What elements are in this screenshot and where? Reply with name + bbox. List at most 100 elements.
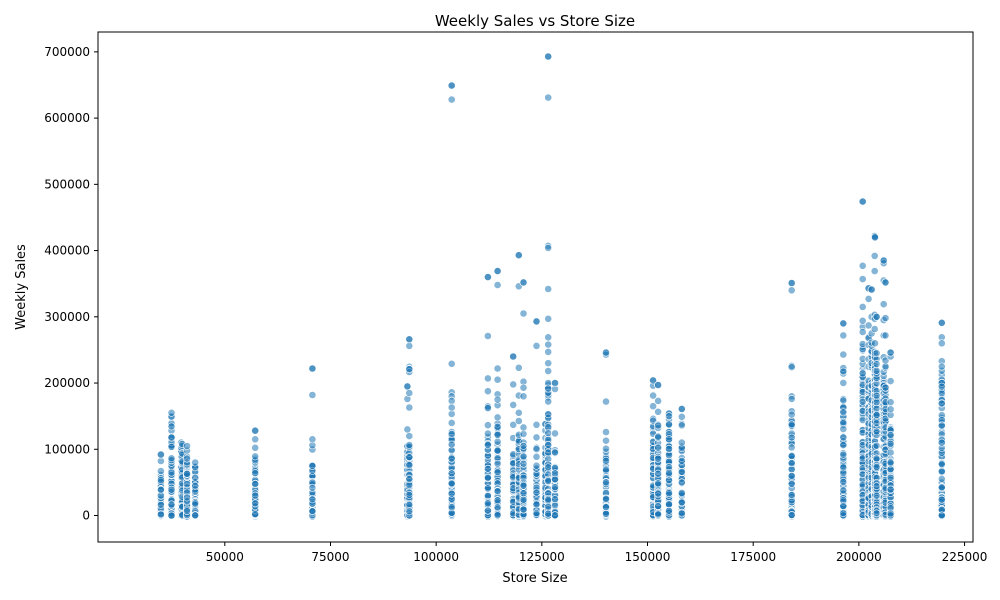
scatter-point: [839, 477, 848, 486]
scatter-point: [544, 477, 553, 485]
scatter-point: [872, 411, 881, 419]
scatter-point: [937, 474, 946, 483]
y-tick-label: 700000: [44, 45, 90, 59]
scatter-point: [519, 495, 528, 504]
scatter-point: [787, 443, 796, 452]
scatter-point: [183, 469, 191, 478]
scatter-point: [544, 347, 553, 356]
scatter-point: [872, 419, 881, 427]
scatter-point: [881, 383, 890, 392]
scatter-point: [886, 448, 895, 457]
scatter-point: [872, 427, 881, 436]
scatter-point: [665, 420, 673, 429]
scatter-point: [544, 340, 553, 349]
scatter-point: [654, 454, 662, 463]
scatter-point: [544, 448, 553, 457]
scatter-point: [405, 341, 414, 350]
scatter-point: [886, 405, 895, 414]
plot-frame: [97, 31, 974, 543]
scatter-point: [483, 374, 492, 383]
scatter-point: [403, 382, 412, 391]
scatter-point: [509, 380, 518, 389]
scatter-point: [839, 425, 848, 433]
scatter-point: [654, 502, 662, 510]
scatter-point: [447, 454, 456, 463]
scatter-point: [937, 511, 946, 520]
scatter-point: [544, 243, 553, 252]
scatter-point: [405, 365, 414, 374]
scatter-point: [872, 482, 881, 491]
scatter-point: [183, 507, 191, 515]
scatter-point: [251, 499, 260, 508]
scatter-point: [872, 398, 881, 407]
scatter-point: [839, 331, 848, 340]
scatter-point: [654, 469, 662, 478]
scatter-point: [544, 410, 553, 419]
scatter-point: [839, 408, 848, 417]
scatter-point: [532, 461, 541, 470]
scatter-point: [858, 261, 867, 270]
scatter-point: [493, 459, 502, 468]
y-tick-label: 600000: [44, 111, 90, 125]
scatter-point: [839, 502, 848, 510]
scatter-point: [493, 446, 502, 455]
scatter-point: [881, 278, 890, 287]
scatter-point: [447, 418, 456, 427]
scatter-point: [551, 429, 559, 438]
scatter-point: [519, 429, 528, 438]
scatter-point: [509, 400, 518, 409]
scatter-point: [405, 335, 414, 344]
scatter-point: [532, 500, 541, 509]
scatter-point: [447, 469, 456, 478]
scatter-point: [447, 489, 456, 498]
scatter-point: [839, 396, 848, 405]
scatter-point: [872, 454, 881, 463]
scatter-point: [602, 428, 610, 436]
scatter-point: [447, 503, 456, 511]
scatter-point: [886, 439, 895, 448]
scatter-point: [872, 491, 881, 500]
scatter-point: [532, 452, 541, 461]
scatter-point: [858, 369, 867, 378]
scatter-point: [519, 481, 528, 490]
scatter-point: [251, 480, 260, 488]
scatter-point: [544, 285, 553, 293]
scatter-point: [886, 430, 895, 439]
scatter-point: [493, 281, 502, 289]
scatter-point: [405, 490, 414, 499]
scatter-point: [308, 461, 317, 470]
scatter-point: [514, 417, 523, 425]
scatter-point: [665, 506, 673, 515]
scatter-point: [544, 367, 553, 375]
x-tick-label: 75000: [311, 550, 349, 564]
scatter-point: [677, 509, 686, 518]
scatter-point: [677, 489, 686, 497]
scatter-point: [544, 463, 553, 472]
scatter-point: [156, 450, 165, 459]
scatter-point: [881, 331, 890, 340]
scatter-point: [677, 421, 686, 430]
y-tick-label: 400000: [44, 244, 90, 258]
scatter-point: [493, 430, 502, 439]
scatter-point: [493, 487, 502, 496]
scatter-point: [519, 441, 528, 450]
scatter-point: [872, 509, 881, 518]
scatter-point: [519, 309, 528, 318]
scatter-point: [602, 348, 610, 357]
scatter-point: [665, 412, 673, 421]
scatter-point: [937, 421, 946, 430]
scatter-point: [251, 452, 260, 461]
scatter-point: [787, 279, 796, 287]
scatter-point: [937, 318, 946, 327]
scatter-point: [493, 437, 502, 446]
scatter-point: [483, 499, 492, 508]
scatter-point: [167, 454, 176, 463]
scatter-point: [654, 421, 662, 430]
scatter-point: [787, 410, 796, 419]
x-tick-label: 200000: [836, 550, 882, 564]
scatter-point: [677, 404, 686, 413]
scatter-point: [871, 339, 879, 348]
scatter-point: [872, 441, 881, 450]
scatter-point: [665, 469, 673, 477]
scatter-point: [493, 468, 502, 476]
